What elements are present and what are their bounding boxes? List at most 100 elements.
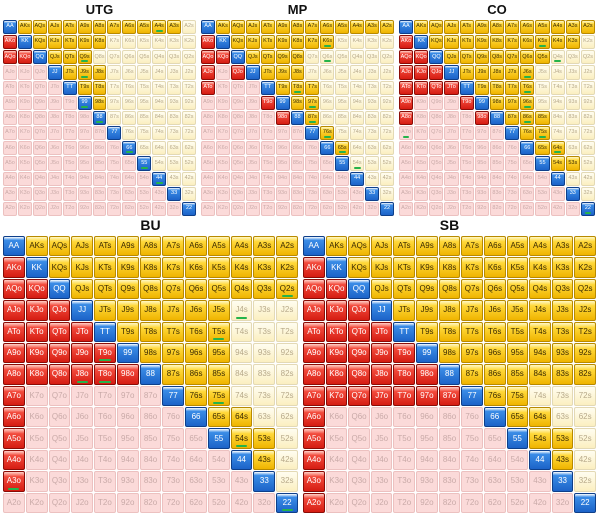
- hand-cell-j7o: J7o: [444, 126, 459, 141]
- hand-cell-t2s: T2s: [182, 80, 196, 95]
- hand-cell-t4s: T4s: [350, 80, 365, 95]
- hand-cell-86o: 86o: [489, 141, 505, 156]
- hand-cell-84o: 84o: [290, 171, 305, 186]
- hand-cell-66: 66: [320, 141, 335, 156]
- hand-cell-q4o: Q4o: [348, 449, 370, 471]
- hand-cell-k8s: K8s: [139, 257, 162, 278]
- mixed-frequency-marker: [323, 45, 331, 48]
- hand-cell-t9o: T9o: [94, 342, 116, 364]
- hand-cell-a3s: A3s: [365, 20, 380, 35]
- hand-cell-tt: TT: [260, 80, 275, 95]
- hand-grid: AA AKs AQs AJs ATs A9s A8s A7s A6s A5s A4s A3s A2s AK…: [399, 20, 595, 216]
- hand-cell-k6o: K6o: [215, 141, 230, 156]
- hand-cell-75o: 75o: [461, 428, 483, 449]
- hand-cell-t4o: T4o: [62, 171, 77, 186]
- hand-cell-jts: JTs: [62, 65, 77, 80]
- hand-cell-k6s: K6s: [520, 35, 535, 50]
- hand-cell-q2o: Q2o: [230, 201, 245, 216]
- hand-cell-t9s: T9s: [474, 80, 489, 95]
- hand-cell-42s: 42s: [276, 449, 298, 471]
- hand-cell-65o: 65o: [122, 156, 137, 171]
- hand-cell-q5o: Q5o: [348, 428, 370, 449]
- hand-cell-84s: 84s: [350, 110, 365, 126]
- hand-cell-j2s: J2s: [380, 65, 394, 80]
- hand-cell-52o: 52o: [335, 201, 350, 216]
- hand-cell-ajs: AJs: [71, 236, 94, 257]
- hand-cell-aqo: AQo: [303, 278, 325, 300]
- hand-cell-j5s: J5s: [137, 65, 152, 80]
- hand-cell-kqo: KQo: [215, 50, 230, 65]
- hand-cell-a2o: A2o: [303, 492, 325, 513]
- hand-cell-q9o: Q9o: [32, 95, 47, 110]
- hand-cell-a2s: A2s: [276, 236, 298, 257]
- hand-cell-a6s: A6s: [122, 20, 137, 35]
- hand-cell-k8o: K8o: [25, 364, 48, 385]
- hand-cell-k6s: K6s: [185, 257, 207, 278]
- hand-cell-73o: 73o: [461, 471, 483, 492]
- hand-cell-kto: KTo: [414, 80, 429, 95]
- hand-cell-32o: 32o: [365, 201, 380, 216]
- hand-cell-85s: 85s: [207, 364, 230, 385]
- hand-cell-j2o: J2o: [245, 201, 260, 216]
- hand-cell-a7s: A7s: [107, 20, 122, 35]
- hand-cell-t9o: T9o: [393, 342, 416, 364]
- hand-cell-qjo: QJo: [48, 300, 71, 321]
- hand-cell-jto: JTo: [245, 80, 260, 95]
- hand-cell-aqs: AQs: [429, 20, 444, 35]
- hand-cell-72s: 72s: [182, 126, 196, 141]
- hand-cell-kqs: KQs: [348, 257, 370, 278]
- hand-cell-t6o: T6o: [62, 141, 77, 156]
- hand-cell-a2o: A2o: [201, 201, 215, 216]
- hand-cell-q5o: Q5o: [230, 156, 245, 171]
- mixed-frequency-marker: [584, 211, 592, 214]
- hand-cell-a8s: A8s: [290, 20, 305, 35]
- hand-cell-t2o: T2o: [260, 201, 275, 216]
- hand-cell-42o: 42o: [350, 201, 365, 216]
- hand-cell-64s: 64s: [230, 407, 253, 428]
- hand-cell-qjo: QJo: [429, 65, 444, 80]
- hand-cell-qjo: QJo: [348, 300, 370, 321]
- hand-cell-k7o: K7o: [215, 126, 230, 141]
- hand-cell-k2o: K2o: [25, 492, 48, 513]
- hand-cell-83s: 83s: [253, 364, 276, 385]
- mixed-frequency-marker: [554, 60, 562, 63]
- hand-cell-j6s: J6s: [483, 300, 506, 321]
- hand-cell-a9s: A9s: [275, 20, 290, 35]
- hand-cell-84s: 84s: [230, 364, 253, 385]
- hand-cell-53o: 53o: [506, 471, 529, 492]
- hand-cell-32o: 32o: [551, 492, 574, 513]
- hand-cell-j7s: J7s: [505, 65, 520, 80]
- hand-cell-76o: 76o: [162, 407, 185, 428]
- hand-cell-jto: JTo: [444, 80, 459, 95]
- hand-cell-kto: KTo: [215, 80, 230, 95]
- hand-cell-52o: 52o: [506, 492, 529, 513]
- hand-cell-92o: 92o: [416, 492, 438, 513]
- hand-cell-t2o: T2o: [62, 201, 77, 216]
- hand-cell-tt: TT: [94, 321, 116, 342]
- hand-cell-82o: 82o: [290, 201, 305, 216]
- hand-cell-t8s: T8s: [438, 321, 461, 342]
- hand-cell-t5s: T5s: [506, 321, 529, 342]
- hand-cell-q3s: Q3s: [565, 50, 580, 65]
- chart-title: UTG: [85, 2, 114, 17]
- hand-cell-53s: 53s: [565, 156, 580, 171]
- hand-cell-52s: 52s: [182, 156, 196, 171]
- mixed-frequency-marker: [99, 380, 111, 383]
- hand-cell-t5o: T5o: [62, 156, 77, 171]
- hand-cell-kjs: KJs: [245, 35, 260, 50]
- hand-cell-54o: 54o: [335, 171, 350, 186]
- hand-cell-t9s: T9s: [416, 321, 438, 342]
- hand-cell-j6s: J6s: [520, 65, 535, 80]
- hand-cell-t7s: T7s: [505, 80, 520, 95]
- hand-cell-t2o: T2o: [459, 201, 474, 216]
- hand-cell-54s: 54s: [529, 428, 551, 449]
- hand-cell-k3s: K3s: [551, 257, 574, 278]
- hand-cell-32o: 32o: [565, 201, 580, 216]
- hand-cell-t3s: T3s: [365, 80, 380, 95]
- hand-cell-j6s: J6s: [320, 65, 335, 80]
- hand-cell-q2o: Q2o: [48, 492, 71, 513]
- hand-cell-t3o: T3o: [94, 471, 116, 492]
- hand-cell-a7o: A7o: [399, 126, 414, 141]
- mixed-frequency-marker: [539, 136, 546, 139]
- hand-cell-85o: 85o: [290, 156, 305, 171]
